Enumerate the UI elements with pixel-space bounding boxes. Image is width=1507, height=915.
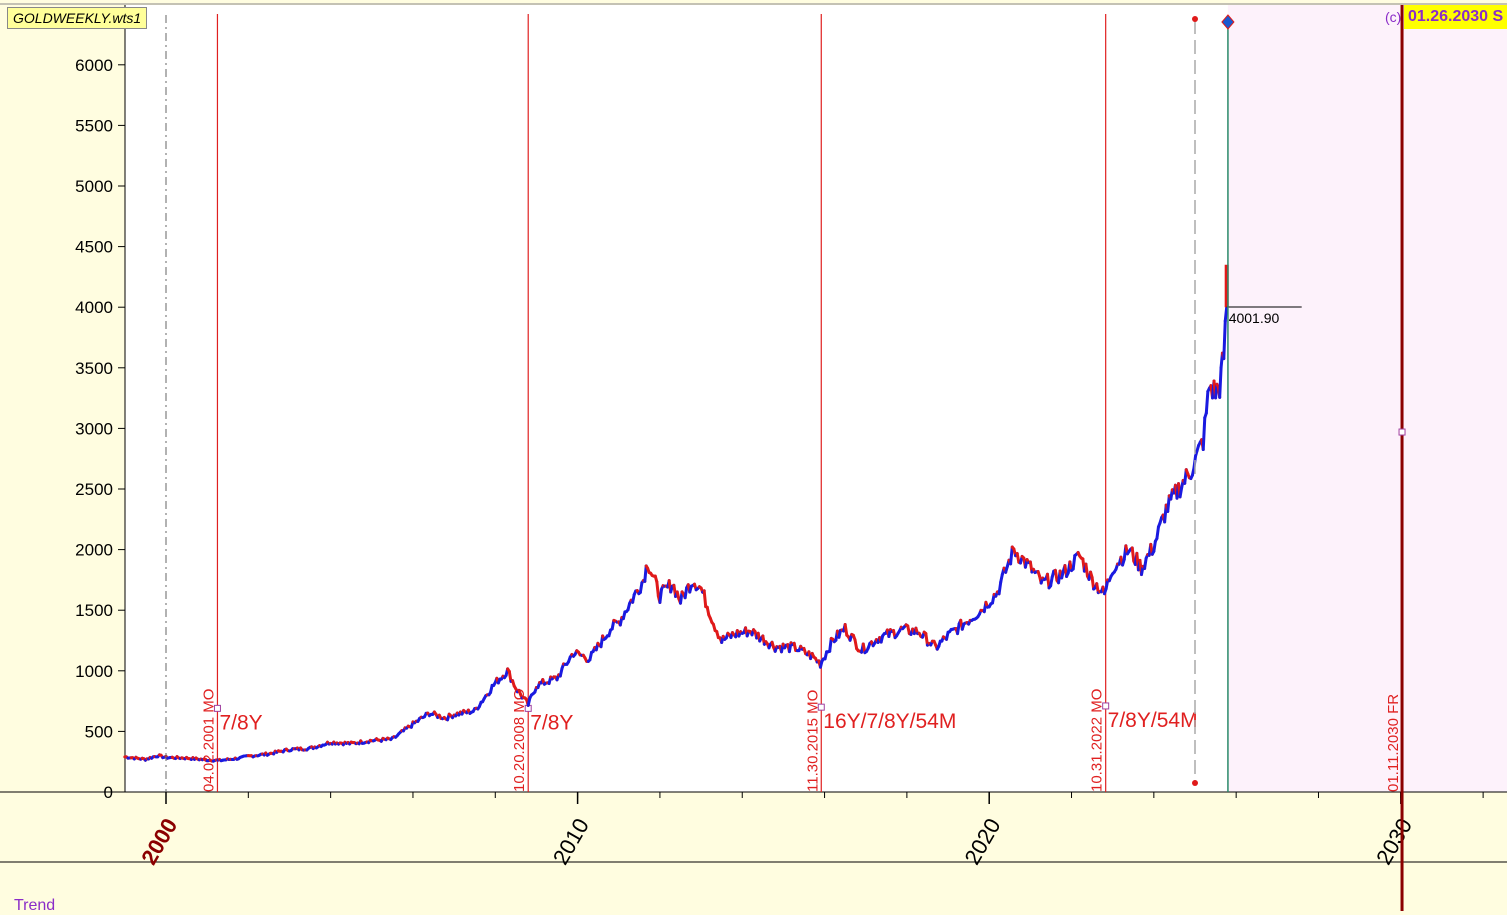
chart-file-tag[interactable]: GOLDWEEKLY.wts1 [7,7,147,29]
y-tick-label: 1500 [75,601,113,620]
dashed-line-top-dot [1192,16,1198,22]
cursor-date-badge: 01.26.2030 S [1404,5,1507,29]
cycle-date-label: 04.02.2001 MO [200,689,217,792]
price-segment [1203,418,1205,450]
y-tick-label: 2000 [75,541,113,560]
price-segment [1011,547,1013,564]
future-date-label: 01.11.2030 FR [1385,694,1402,792]
background-layer [125,5,1507,792]
cycle-label: 7/8Y/54M [1108,709,1198,732]
trend-panel-label[interactable]: Trend [14,897,55,915]
price-segment [1073,556,1075,569]
price-segment [1154,541,1156,551]
y-tick-label: 3000 [75,419,113,438]
y-tick-label: 4500 [75,238,113,257]
y-tick-label: 5000 [75,177,113,196]
cycle-label: 7/8Y [530,711,573,734]
price-segment [1055,570,1057,580]
future-cycle-marker[interactable] [1399,429,1405,435]
price-segment [1225,307,1226,321]
future-zone [1228,5,1507,792]
cycle-date-label: 10.20.2008 MO [511,689,528,792]
price-segment [1157,527,1159,539]
x-tick-label: 2010 [548,814,594,869]
price-segment [1132,548,1134,561]
price-segment [1145,558,1147,568]
last-price-label: 4001.90 [1229,310,1280,326]
dashed-line-bottom-dot [1192,780,1198,786]
price-segment [1220,368,1221,398]
price-segment [845,624,847,635]
y-tick-label: 6000 [75,56,113,75]
price-segment [1092,577,1094,589]
x-tick-label: 2020 [959,814,1005,869]
y-tick-label: 3500 [75,359,113,378]
cycle-label: 7/8Y [219,711,262,734]
price-segment [830,638,832,651]
x-tick-label: 2030 [1371,814,1417,869]
price-segment [1224,321,1225,359]
y-tick-label: 5500 [75,116,113,135]
price-segment [1206,391,1208,413]
cycle-date-label: 10.31.2022 MO [1089,689,1106,792]
y-tick-label: 4000 [75,298,113,317]
price-segment [1086,564,1088,576]
y-tick-label: 0 [104,783,113,802]
x-tick-label: 2000 [136,814,182,869]
price-segment [657,582,659,596]
price-segment [685,588,687,598]
price-segment [999,582,1001,594]
y-tick-label: 1000 [75,662,113,681]
plot-area [125,5,1228,792]
cycle-date-label: 11.30.2015 MO [804,690,821,792]
y-tick-label: 500 [85,722,113,741]
price-segment [704,591,706,607]
price-segment [660,589,662,602]
copyright-mark: (c) [1385,6,1401,28]
cycle-label: 16Y/7/8Y/54M [823,710,956,733]
y-tick-label: 2500 [75,480,113,499]
